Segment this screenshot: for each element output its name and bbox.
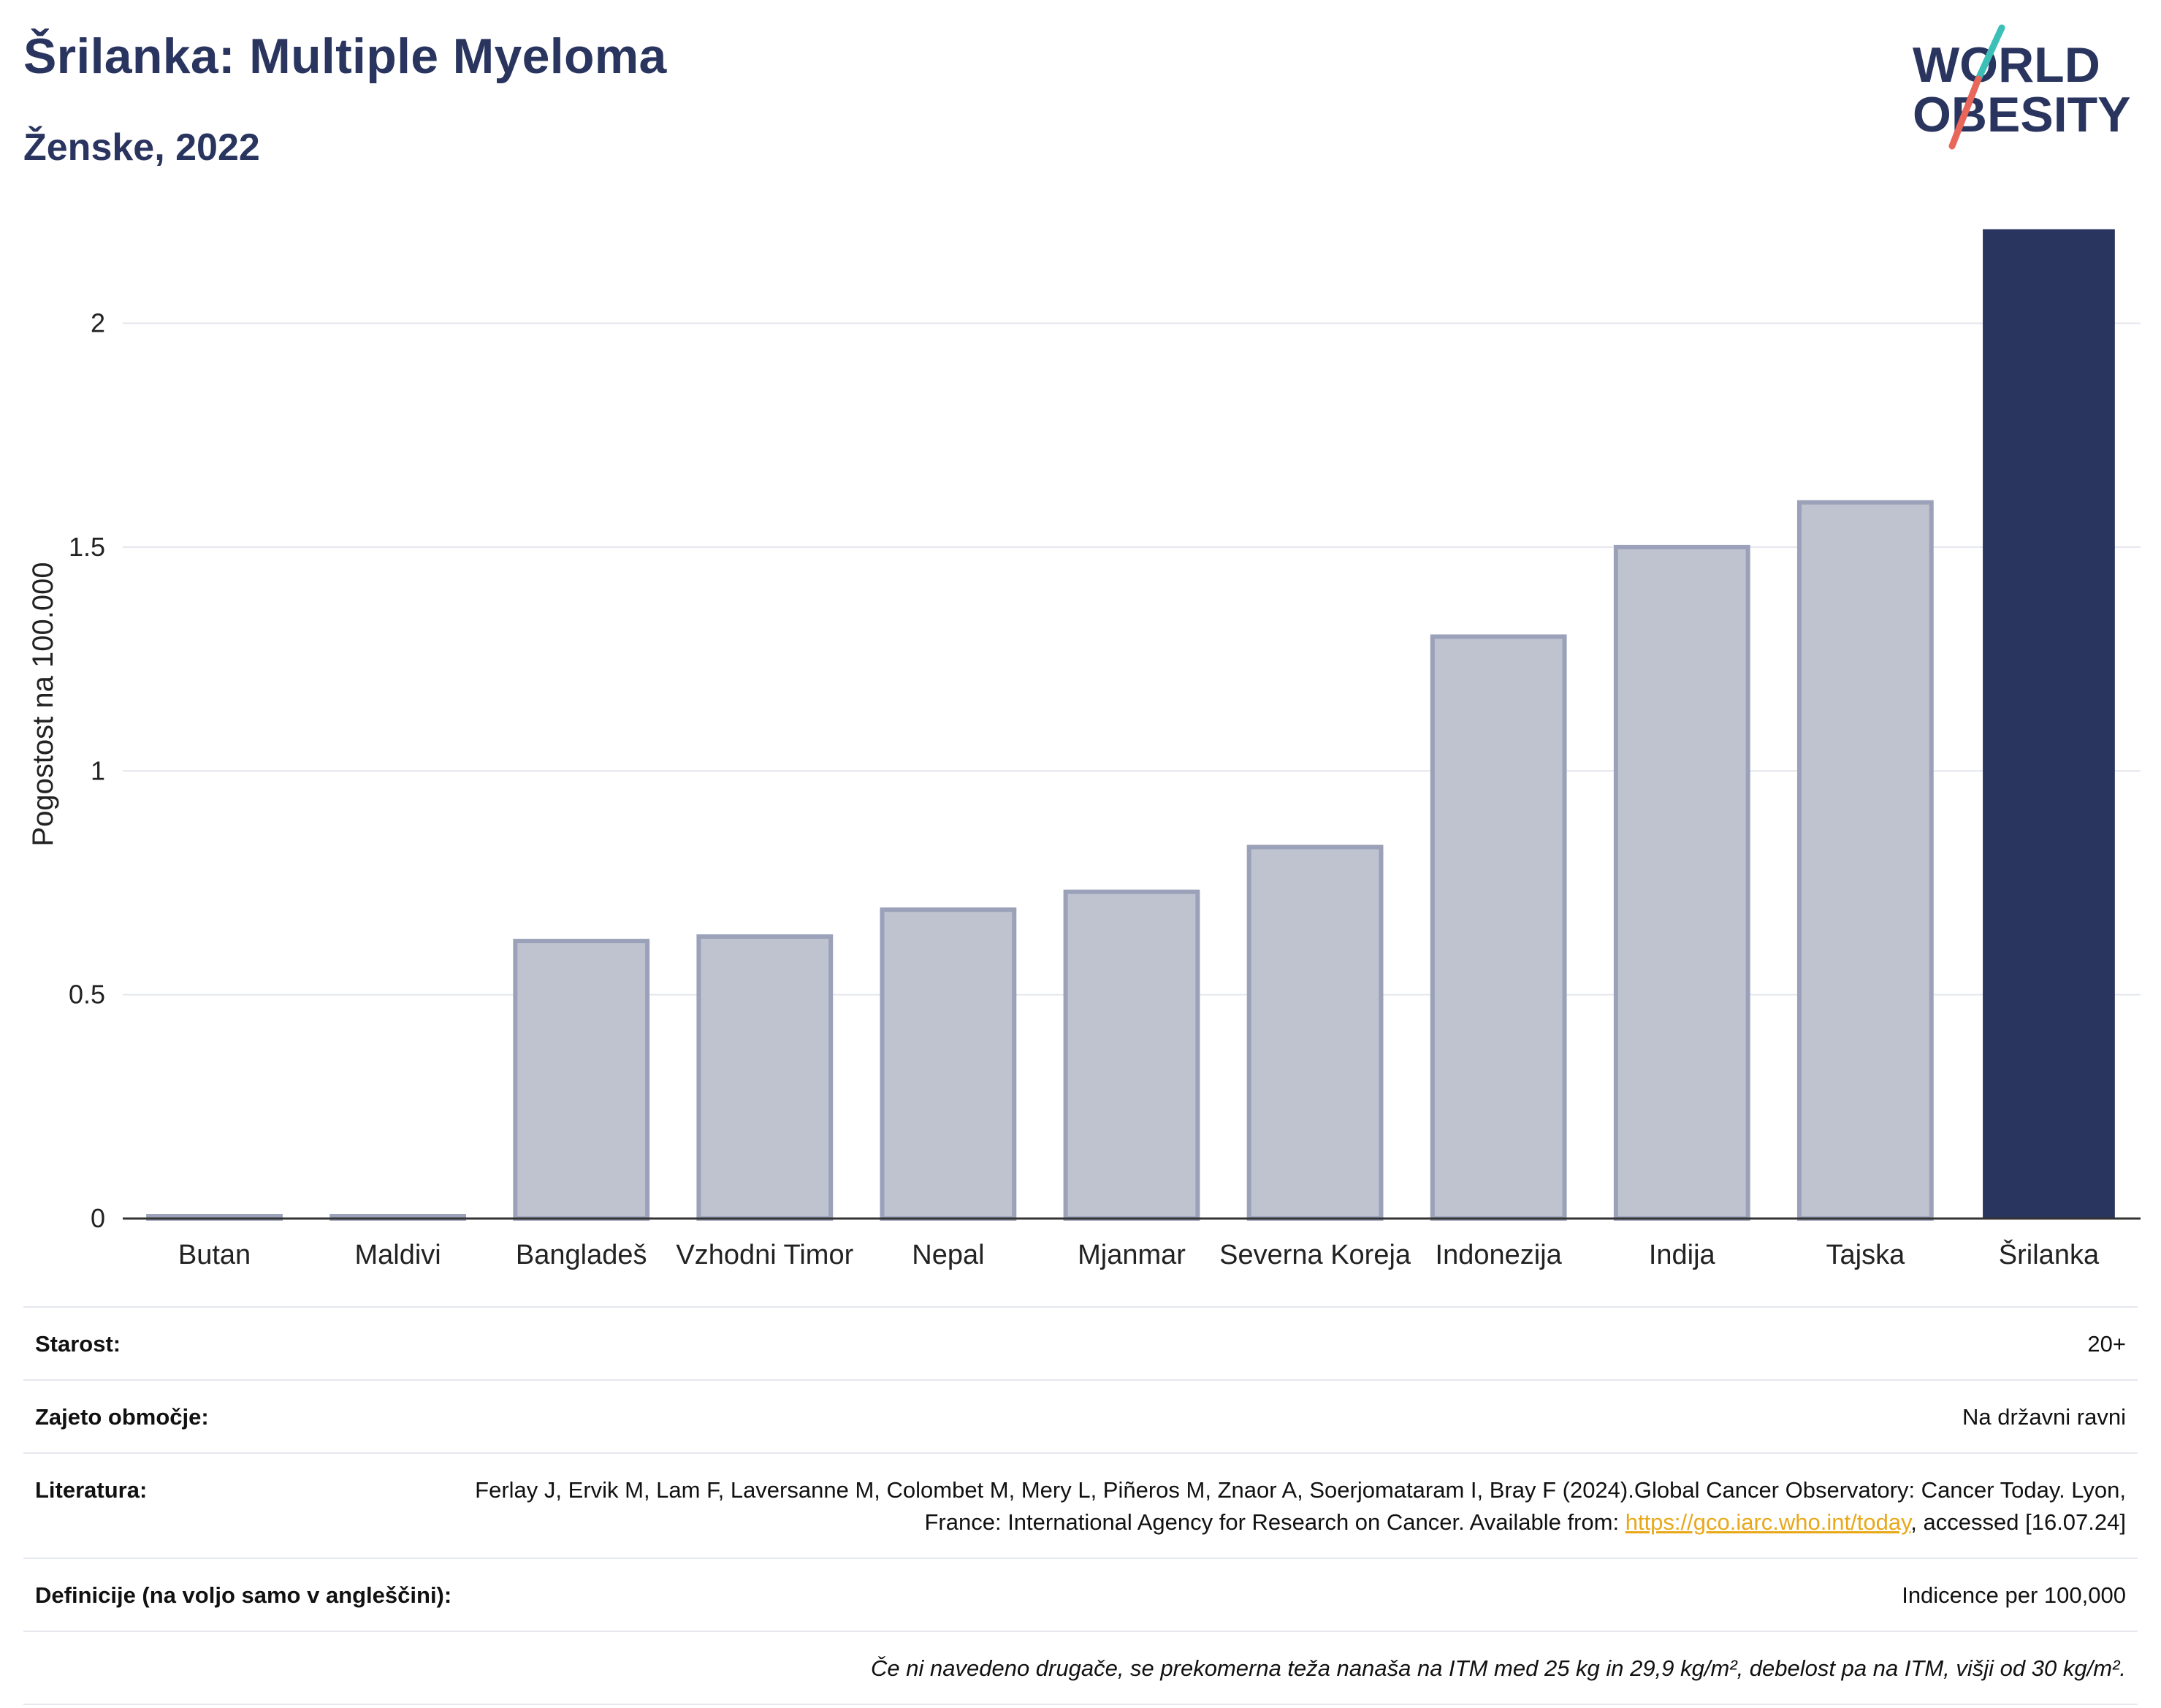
logo-slash-bottom [1948,75,1982,150]
metadata-table: Starost: 20+ Zajeto območje: Na državni … [23,1306,2138,1705]
age-value: 20+ [2087,1331,2126,1357]
bar-indonezija [1430,634,1567,1221]
x-tick-label: Šrilanka [1999,1238,2100,1270]
world-obesity-logo: WORLD OBESITY [1913,24,2131,150]
bar-chart: Butan Maldivi Bangladeš Vzhodni Timor Nepal M… [27,229,2141,1270]
x-tick-label: Indonezija [1436,1240,1563,1270]
bar-indija [1613,544,1750,1221]
meta-row-age: Starost: 20+ [23,1306,2138,1379]
references-link[interactable]: https://gco.iarc.who.int/today [1625,1509,1911,1535]
coverage-label: Zajeto območje: [35,1404,209,1430]
page-subtitle: Ženske, 2022 [23,126,260,169]
bar-šrilanka [1983,229,2115,1219]
bar-mjanmar [1063,889,1200,1221]
x-tick-label: Bangladeš [516,1240,647,1270]
logo-line-2: OBESITY [1913,87,2131,142]
y-tick-labels: 0 0.5 1 1.5 2 [69,308,105,1233]
definitions-label: Definicije (na voljo samo v angleščini): [35,1582,452,1608]
y-tick-label: 1 [91,755,105,785]
x-tick-label: Indija [1649,1240,1716,1270]
x-tick-label: Vzhodni Timor [676,1240,853,1270]
bars [146,229,2115,1221]
meta-row-references: Literatura: Ferlay J, Ervik M, Lam F, La… [23,1452,2138,1558]
y-tick-label: 0 [91,1203,105,1233]
logo-line-1: WORLD [1913,37,2100,93]
meta-row-note: Če ni navedeno drugače, se prekomerna te… [23,1631,2138,1705]
definitions-value: Indicence per 100,000 [1902,1582,2126,1608]
references-value: Ferlay J, Ervik M, Lam F, Laversanne M, … [424,1474,2126,1539]
logo-slash-top [1975,24,2005,83]
references-label: Literatura: [35,1477,148,1503]
y-tick-label: 1.5 [69,532,105,562]
references-text-1: Ferlay J, Ervik M, Lam F, Laversanne M, … [475,1477,2126,1535]
bar-nepal [880,907,1017,1221]
x-tick-label: Maldivi [355,1240,441,1270]
x-tick-label: Nepal [912,1240,984,1270]
y-tick-label: 0.5 [69,980,105,1010]
y-tick-label: 2 [91,308,105,338]
y-axis-label: Pogostost na 100.000 [27,562,59,846]
references-text-2: , accessed [16.07.24] [1910,1509,2126,1535]
bar-severna-koreja [1246,845,1384,1221]
bar-vzhodni-timor [696,934,834,1221]
bar-tajska [1796,500,1934,1221]
bar-bangladeš [513,939,650,1221]
age-label: Starost: [35,1331,121,1357]
coverage-value: Na državni ravni [1962,1404,2126,1430]
x-tick-labels: Butan Maldivi Bangladeš Vzhodni Timor Nepal M… [178,1238,2100,1270]
meta-row-definitions: Definicije (na voljo samo v angleščini):… [23,1558,2138,1631]
x-tick-label: Butan [178,1240,251,1270]
obesity-definition-note: Če ni navedeno drugače, se prekomerna te… [871,1655,2126,1681]
x-tick-label: Tajska [1826,1240,1906,1270]
x-tick-label: Mjanmar [1078,1240,1186,1270]
page-title: Šrilanka: Multiple Myeloma [23,28,667,84]
x-tick-label: Severna Koreja [1219,1240,1411,1270]
meta-row-coverage: Zajeto območje: Na državni ravni [23,1379,2138,1452]
